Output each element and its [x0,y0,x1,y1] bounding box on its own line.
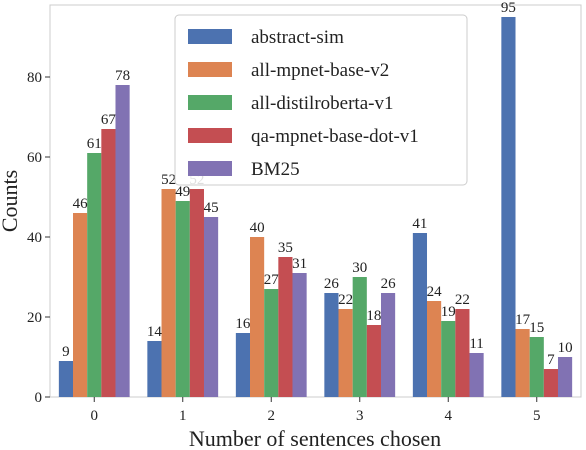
legend-label: BM25 [251,159,300,180]
legend: abstract-sim all-mpnet-base-v2 all-distilr… [174,14,468,186]
data-label: 22 [455,292,470,308]
data-label: 30 [352,260,367,276]
x-tick-label: 4 [445,408,453,424]
y-tick-label: 20 [27,310,42,326]
x-axis: 0 1 2 3 4 5 [91,397,541,424]
data-label: 61 [87,136,102,152]
data-label: 40 [250,220,265,236]
bars-layer [58,17,573,397]
y-tick-label: 60 [27,150,42,166]
data-label: 78 [115,68,130,84]
data-label: 26 [381,276,397,292]
legend-box [174,14,468,186]
bar-all-distilroberta-v1-5 [529,337,544,397]
data-label: 35 [278,240,293,256]
x-tick-label: 2 [268,408,276,424]
y-tick-label: 80 [27,70,42,86]
legend-swatch-abstract-sim [188,29,232,44]
data-label: 45 [204,200,219,216]
bar-all-mpnet-base-v2-5 [515,329,530,397]
legend-label: all-mpnet-base-v2 [251,60,389,81]
data-label: 18 [366,308,381,324]
bar-qa-mpnet-base-dot-v1-4 [455,309,470,397]
bar-all-mpnet-base-v2-4 [427,301,442,397]
bar-qa-mpnet-base-dot-v1-2 [278,257,293,397]
data-label: 24 [427,284,443,300]
bar-all-distilroberta-v1-3 [352,277,367,397]
bar-BM25-0 [115,85,130,397]
data-label: 14 [147,324,163,340]
bar-abstract-sim-3 [324,293,339,397]
bar-abstract-sim-4 [412,233,428,397]
x-axis-title: Number of sentences chosen [189,426,441,450]
bar-all-distilroberta-v1-1 [175,201,190,397]
bar-qa-mpnet-base-dot-v1-0 [101,129,116,397]
y-tick-label: 0 [35,390,43,406]
data-label: 46 [73,196,89,212]
data-label: 49 [175,184,190,200]
bar-all-mpnet-base-v2-3 [338,309,353,397]
x-tick-label: 1 [179,408,187,424]
bar-abstract-sim-1 [147,341,162,397]
x-tick-label: 3 [356,408,364,424]
x-tick-label: 5 [533,408,541,424]
legend-swatch-BM25 [188,161,232,176]
data-label: 15 [529,320,544,336]
bar-BM25-4 [469,353,484,397]
data-label: 16 [235,316,251,332]
data-label: 95 [501,0,516,16]
data-labels-layer: 9466167781452495245164027353126223018264… [62,0,572,368]
y-tick-label: 40 [27,230,42,246]
legend-label: all-distilroberta-v1 [251,93,393,114]
bar-abstract-sim-5 [501,17,516,397]
x-tick-label: 0 [91,408,99,424]
legend-label: abstract-sim [251,27,344,48]
y-axis: 0 20 40 60 80 [27,70,50,406]
bar-all-distilroberta-v1-0 [87,153,102,397]
bar-all-mpnet-base-v2-1 [161,189,176,397]
legend-swatch-qa-mpnet-base-dot-v1 [188,128,232,143]
data-label: 52 [161,172,176,188]
bar-all-distilroberta-v1-2 [264,289,279,397]
data-label: 27 [264,272,280,288]
data-label: 31 [292,256,307,272]
data-label: 41 [412,216,427,232]
bar-BM25-2 [292,273,307,397]
bar-qa-mpnet-base-dot-v1-5 [543,369,558,397]
bar-abstract-sim-0 [58,361,74,397]
bar-all-mpnet-base-v2-0 [73,213,88,397]
data-label: 22 [338,292,353,308]
data-label: 17 [515,312,531,328]
bar-BM25-3 [380,293,396,397]
plot-frame [49,4,582,398]
data-label: 26 [324,276,340,292]
data-label: 10 [558,340,573,356]
data-label: 67 [101,112,117,128]
data-label: 11 [469,336,483,352]
bar-abstract-sim-2 [235,333,251,397]
bar-qa-mpnet-base-dot-v1-1 [189,189,204,397]
bar-all-mpnet-base-v2-2 [250,237,265,397]
data-label: 9 [62,344,70,360]
legend-swatch-all-mpnet-base-v2 [188,62,232,77]
bar-BM25-5 [557,357,573,397]
bar-BM25-1 [203,217,219,397]
bar-all-distilroberta-v1-4 [441,321,456,397]
y-axis-title: Counts [0,170,22,232]
legend-swatch-all-distilroberta-v1 [188,95,232,110]
data-label: 7 [547,352,555,368]
bar-qa-mpnet-base-dot-v1-3 [366,325,381,397]
data-label: 19 [441,304,456,320]
legend-label: qa-mpnet-base-dot-v1 [251,126,419,147]
